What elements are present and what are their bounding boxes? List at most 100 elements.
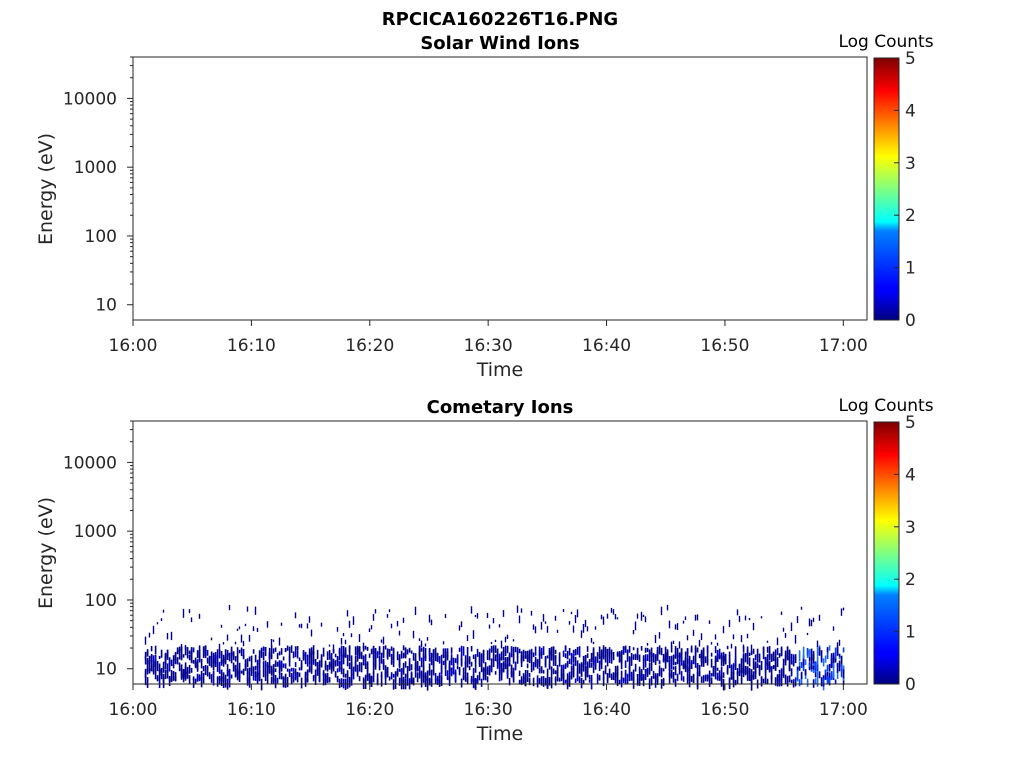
spectrogram-cell xyxy=(304,651,307,657)
spectrogram-cell xyxy=(622,677,625,683)
spectrogram-cell xyxy=(498,657,501,665)
spectrogram-cell xyxy=(650,647,653,655)
spectrogram-cell xyxy=(756,654,759,658)
spectrogram-cell xyxy=(676,673,679,681)
spectrogram-cell xyxy=(652,670,655,679)
spectrogram-cell xyxy=(262,646,265,652)
spectrogram-cell xyxy=(280,661,283,669)
spectrogram-cell xyxy=(666,653,669,661)
spectrogram-cell xyxy=(606,613,609,619)
spectrogram-cell xyxy=(466,647,469,656)
spectrogram-cell xyxy=(568,658,571,665)
spectrogram-cell xyxy=(476,648,479,657)
spectrogram-cell xyxy=(762,678,765,684)
spectrogram-cell xyxy=(814,668,817,678)
spectrogram-cell xyxy=(440,654,443,667)
y-tick-label: 100 xyxy=(85,591,117,611)
spectrogram-cell xyxy=(204,645,207,656)
spectrogram-cell xyxy=(676,655,679,664)
spectrogram-cell xyxy=(414,653,417,661)
spectrogram-cell xyxy=(286,668,289,672)
spectrogram-cell xyxy=(836,642,839,648)
spectrogram-cell xyxy=(218,643,221,651)
spectrogram-cell xyxy=(590,652,593,662)
spectrogram-cell xyxy=(800,671,803,680)
spectrogram-cell xyxy=(420,657,423,662)
y-axis-label-cometary: Energy (eV) xyxy=(35,497,57,609)
spectrogram-cell xyxy=(450,667,453,675)
spectrogram-cell xyxy=(152,663,155,675)
spectrogram-cell xyxy=(288,646,291,655)
spectrogram-cell xyxy=(178,662,181,672)
spectrogram-cell xyxy=(548,657,551,668)
spectrogram-cell xyxy=(710,642,713,645)
spectrogram-cell xyxy=(208,672,211,680)
spectrogram-cell xyxy=(304,674,307,685)
spectrogram-cell xyxy=(660,651,663,656)
spectrogram-cell xyxy=(542,676,545,687)
spectrogram-cell xyxy=(390,672,393,680)
spectrogram-cell xyxy=(642,655,645,661)
spectrogram-cell xyxy=(410,672,413,683)
spectrogram-cell xyxy=(642,678,645,687)
spectrogram-cometary xyxy=(144,604,845,691)
spectrogram-cell xyxy=(840,655,843,667)
y-tick-label: 1000 xyxy=(74,158,117,178)
spectrogram-cell xyxy=(340,638,343,645)
spectrogram-cell xyxy=(768,661,771,669)
spectrogram-cell xyxy=(708,620,711,624)
spectrogram-cell xyxy=(210,651,213,660)
spectrogram-cell xyxy=(778,653,781,658)
spectrogram-cell xyxy=(808,663,811,668)
spectrogram-cell xyxy=(596,652,599,657)
spectrogram-cell xyxy=(550,646,553,655)
spectrogram-cell xyxy=(646,647,649,652)
spectrogram-cell xyxy=(632,677,635,689)
spectrogram-cell xyxy=(648,662,651,675)
spectrogram-cell xyxy=(240,670,243,674)
spectrogram-cell xyxy=(424,655,427,661)
spectrogram-cell xyxy=(318,660,321,666)
spectrogram-cell xyxy=(248,634,251,642)
spectrogram-cell xyxy=(628,667,631,678)
spectrogram-cell xyxy=(420,660,423,668)
spectrogram-cell xyxy=(298,657,301,661)
spectrogram-cell xyxy=(306,623,309,629)
spectrogram-cell xyxy=(488,665,491,675)
spectrogram-cell xyxy=(546,655,549,659)
spectrogram-cell xyxy=(518,679,521,685)
spectrogram-cell xyxy=(662,677,665,686)
spectrogram-cell xyxy=(604,665,607,675)
spectrogram-cell xyxy=(200,658,203,669)
spectrogram-cell xyxy=(664,663,667,669)
spectrogram-cell xyxy=(468,665,471,671)
spectrogram-cell xyxy=(830,671,833,680)
spectrogram-cell xyxy=(746,646,749,655)
spectrogram-cell xyxy=(820,650,823,662)
spectrogram-cell xyxy=(524,650,527,659)
spectrogram-cell xyxy=(586,653,589,658)
spectrogram-cell xyxy=(534,659,537,666)
spectrogram-cell xyxy=(236,647,239,659)
spectrogram-cell xyxy=(294,646,297,658)
spectrogram-cell xyxy=(316,662,319,670)
spectrogram-cell xyxy=(386,614,389,618)
spectrogram-cell xyxy=(714,668,717,680)
spectrogram-cell xyxy=(380,671,383,678)
spectrogram-cell xyxy=(202,646,205,658)
spectrogram-cell xyxy=(428,614,431,623)
spectrogram-cell xyxy=(174,672,177,682)
spectrogram-cell xyxy=(450,647,453,654)
spectrogram-cell xyxy=(654,654,657,663)
spectrogram-cell xyxy=(154,645,157,655)
colorbar-solar-wind xyxy=(873,57,900,321)
spectrogram-cell xyxy=(624,646,627,650)
spectrogram-cell xyxy=(422,658,425,670)
spectrogram-cell xyxy=(538,660,541,668)
spectrogram-cell xyxy=(624,669,627,681)
spectrogram-cell xyxy=(716,653,719,662)
colorbar-tick-label: 0 xyxy=(905,675,916,695)
panel-title-cometary: Cometary Ions xyxy=(427,397,574,418)
spectrogram-cell xyxy=(148,669,151,674)
spectrogram-cell xyxy=(672,672,675,682)
